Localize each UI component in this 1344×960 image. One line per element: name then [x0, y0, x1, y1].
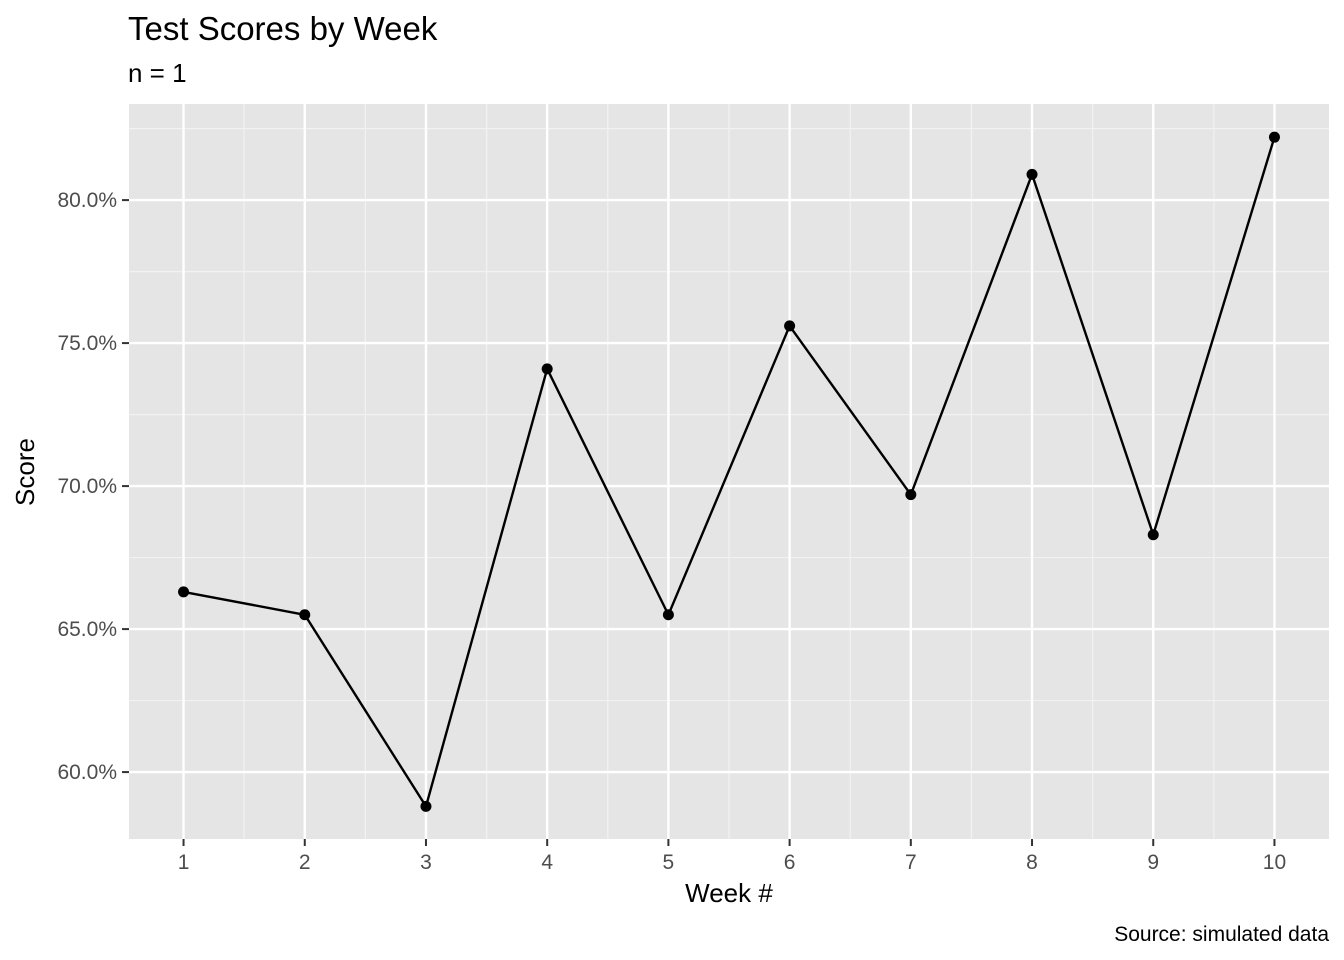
major-gridlines: [129, 104, 1329, 839]
y-tick-label: 65.0%: [57, 618, 117, 641]
data-point: [905, 489, 917, 501]
data-point: [1268, 131, 1280, 143]
minor-gridlines: [129, 104, 1329, 839]
x-axis-title: Week #: [685, 878, 773, 908]
x-tick-label: 7: [905, 851, 917, 874]
x-axis: 1 2 3 4 5 6 7 8 9 10: [178, 839, 1286, 874]
data-line-layer: [183, 136, 1276, 808]
series-line: [183, 136, 1276, 808]
x-tick-label: 4: [541, 851, 553, 874]
chart-title: Test Scores by Week: [128, 10, 438, 47]
data-point: [299, 609, 311, 621]
x-tick-label: 9: [1147, 851, 1159, 874]
data-point: [1147, 529, 1159, 541]
y-tick-label: 75.0%: [57, 332, 117, 355]
data-point: [178, 586, 190, 598]
x-tick-label: 6: [784, 851, 796, 874]
data-point: [1026, 168, 1038, 180]
x-tick-label: 1: [178, 851, 190, 874]
data-point: [420, 800, 432, 812]
y-axis: 60.0% 65.0% 70.0% 75.0% 80.0%: [57, 189, 129, 784]
y-axis-title: Score: [10, 438, 40, 506]
data-points: [178, 131, 1280, 812]
y-tick-label: 60.0%: [57, 761, 117, 784]
x-tick-label: 3: [420, 851, 432, 874]
y-tick-label: 70.0%: [57, 475, 117, 498]
data-point: [541, 363, 553, 375]
x-tick-label: 10: [1263, 851, 1286, 874]
x-tick-label: 5: [663, 851, 675, 874]
data-point: [784, 320, 796, 332]
y-tick-label: 80.0%: [57, 189, 117, 212]
x-tick-label: 8: [1026, 851, 1038, 874]
x-tick-label: 2: [299, 851, 311, 874]
chart-subtitle: n = 1: [128, 58, 187, 88]
chart-caption: Source: simulated data: [1114, 923, 1329, 946]
data-point: [662, 609, 674, 621]
